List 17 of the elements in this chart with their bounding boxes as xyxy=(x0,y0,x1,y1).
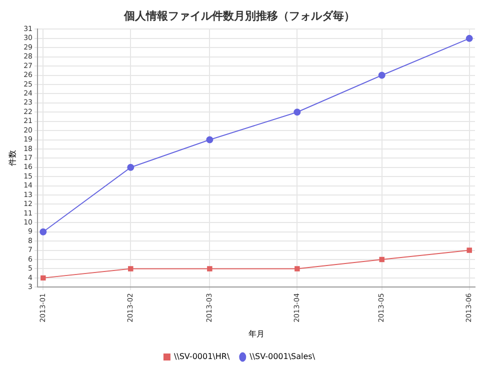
point xyxy=(294,266,300,272)
legend-label: \\SV-0001\HR\ xyxy=(174,352,230,362)
x-axis-title: 年月 xyxy=(248,329,264,338)
point xyxy=(466,248,472,253)
point xyxy=(40,228,47,236)
point xyxy=(379,256,384,262)
chart-title: 個人情報ファイル件数月別推移（フォルダ毎） xyxy=(123,9,355,22)
point xyxy=(466,34,473,42)
point xyxy=(378,72,386,79)
legend-label: \\SV-0001\Sales\ xyxy=(250,352,316,362)
point xyxy=(294,108,301,116)
point xyxy=(40,275,46,281)
point xyxy=(128,266,134,272)
y-axis-title: 件数 xyxy=(8,150,17,166)
point xyxy=(206,136,214,144)
point xyxy=(207,266,212,272)
point xyxy=(127,164,134,171)
